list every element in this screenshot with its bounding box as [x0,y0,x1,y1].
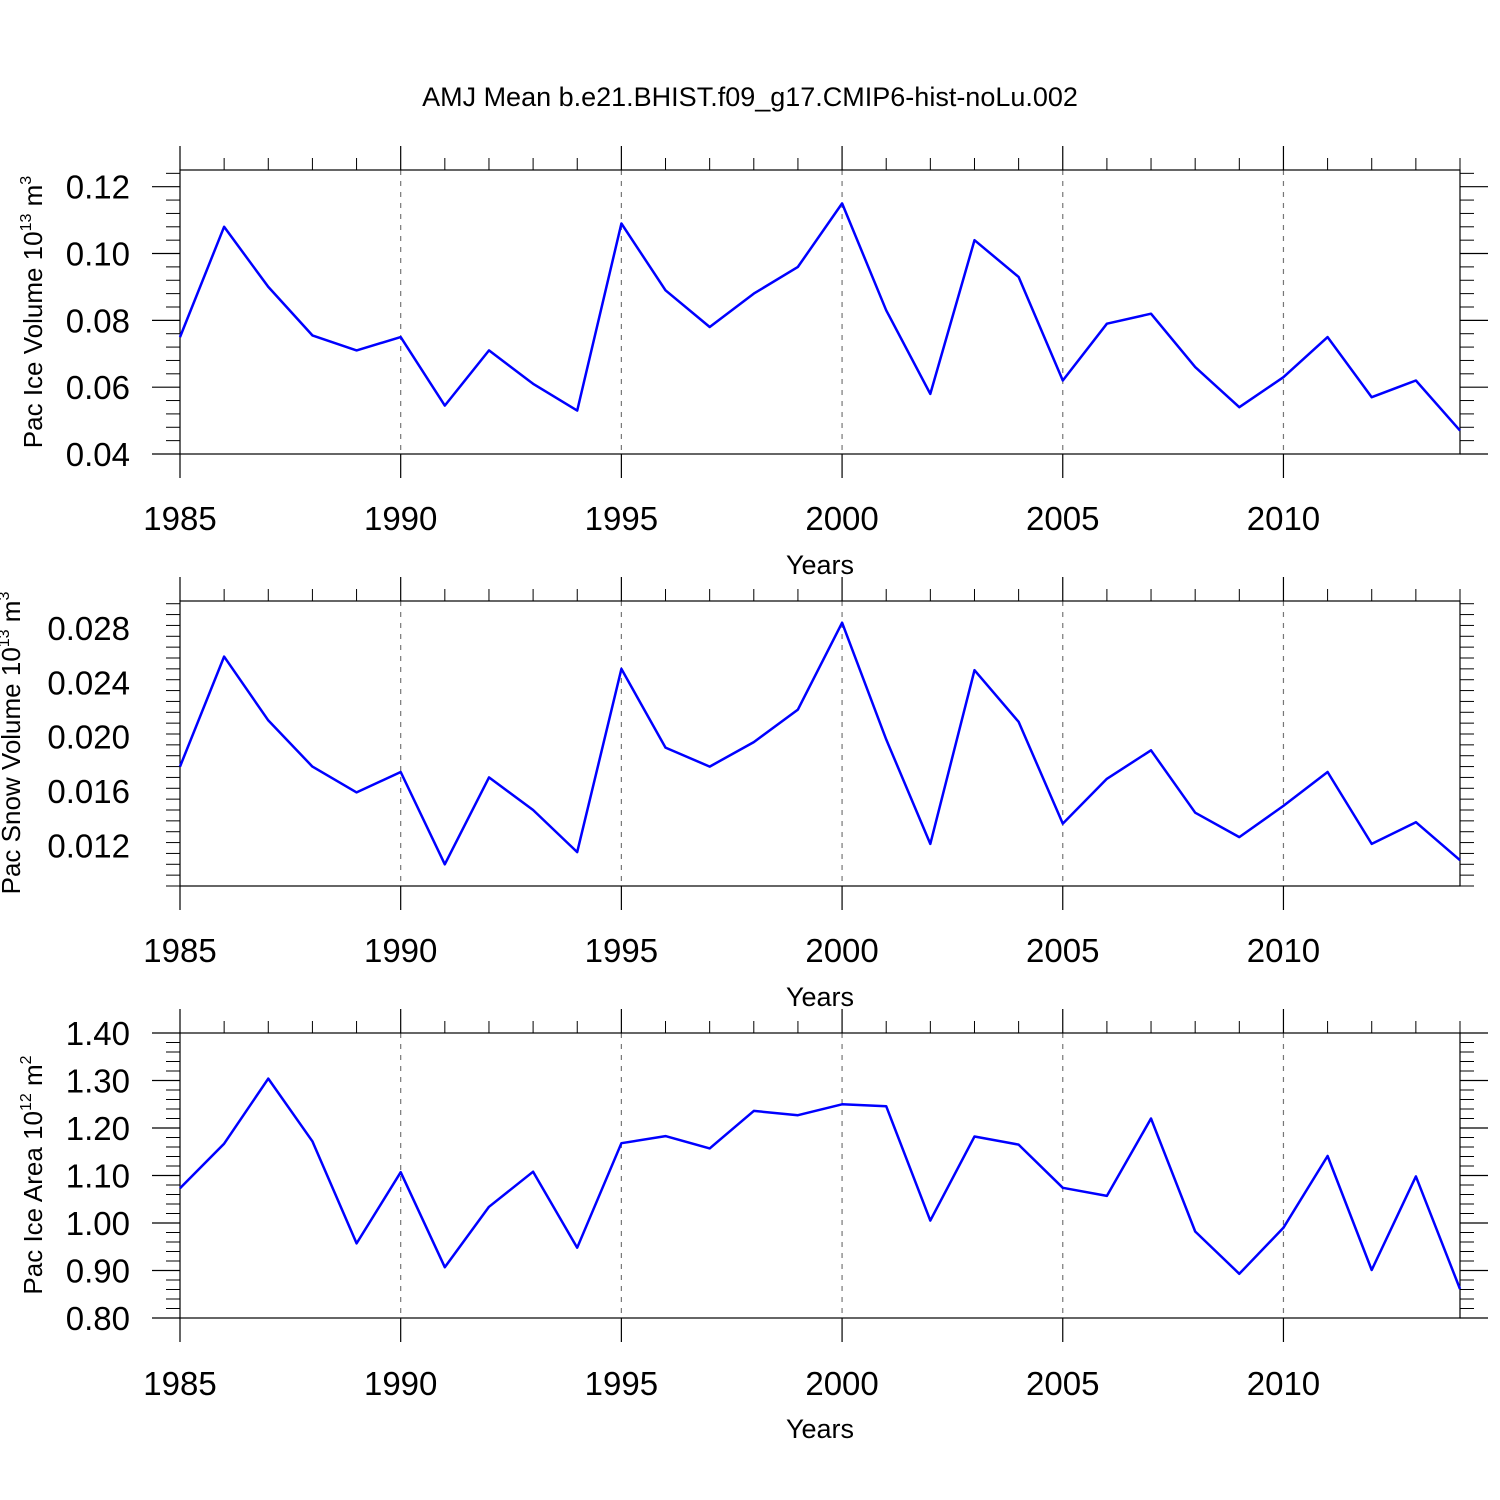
x-axis-title: Years [786,550,854,580]
y-tick-label-0.028: 0.028 [47,610,130,647]
series-line [178,202,1461,432]
y-tick-label-0.06: 0.06 [66,369,130,406]
y-axis-title-text: Pac Ice Volume 10 [18,231,48,448]
y-tick-label-0.90: 0.90 [66,1253,130,1290]
y-axis-title-exponent: 12 [18,1093,35,1111]
y-tick-label-1.20: 1.20 [66,1110,130,1147]
y-tick-label-1.30: 1.30 [66,1063,130,1100]
y-axis-title: Pac Snow Volume 1013 m3 [0,592,26,895]
panel-2: 1985 1990 1995 2000 2005 2010 Years 0.012 0.016 0… [0,577,1474,1012]
panel-3: 1985 1990 1995 2000 2005 2010 Years 0.80 0.90 1.0… [18,1009,1488,1444]
series-line [179,1077,1462,1290]
x-tick-label-1985: 1985 [143,932,216,969]
x-tick-label-2005: 2005 [1026,500,1099,537]
y-axis-title-unit-exponent: 2 [18,1055,35,1064]
x-tick-label-1990: 1990 [364,1365,437,1402]
y-tick-label-0.04: 0.04 [66,436,130,473]
y-tick-label-0.80: 0.80 [66,1300,130,1337]
y-axis-title: Pac Ice Volume 1013 m3 [18,176,48,449]
y-tick-label-0.10: 0.10 [66,236,130,273]
y-tick-label-0.020: 0.020 [47,719,130,756]
x-tick-label-2000: 2000 [805,1365,878,1402]
x-tick-label-2010: 2010 [1247,932,1320,969]
x-tick-label-1985: 1985 [143,500,216,537]
y-axis-title-unit: m [0,601,26,630]
panel-1: 1985 1990 1995 2000 2005 2010 Years 0.04 0.06 0.0… [18,146,1488,580]
plot-frame [179,169,1461,455]
x-tick-label-1985: 1985 [143,1365,216,1402]
series-line [178,621,1461,866]
y-axis-title-exponent: 13 [18,213,35,231]
y-tick-label-0.012: 0.012 [47,827,130,864]
y-axis-title-unit-exponent: 3 [18,176,35,185]
x-tick-label-2010: 2010 [1247,1365,1320,1402]
x-axis-title: Years [786,1414,854,1444]
plot-frame [179,1032,1461,1319]
y-axis-title-unit: m [18,1064,48,1093]
y-tick-label-1.40: 1.40 [66,1015,130,1052]
plot-frame [179,600,1461,887]
x-tick-label-1990: 1990 [364,932,437,969]
y-axis-title-text: Pac Snow Volume 10 [0,647,26,894]
y-axis-title-unit: m [18,185,48,214]
y-tick-label-1.00: 1.00 [66,1205,130,1242]
y-tick-label-0.08: 0.08 [66,302,130,339]
x-tick-label-2005: 2005 [1026,1365,1099,1402]
y-axis-title-exponent: 13 [0,629,13,647]
x-tick-label-1995: 1995 [585,932,658,969]
y-axis-title: Pac Ice Area 1012 m2 [18,1055,48,1294]
x-tick-label-2010: 2010 [1247,500,1320,537]
y-tick-label-1.10: 1.10 [66,1158,130,1195]
x-axis-title: Years [786,982,854,1012]
y-tick-label-0.016: 0.016 [47,773,130,810]
y-axis-title-text: Pac Ice Area 10 [18,1111,48,1295]
x-tick-label-2005: 2005 [1026,932,1099,969]
y-axis-title-unit-exponent: 3 [0,592,13,601]
y-tick-label-0.12: 0.12 [66,169,130,206]
x-tick-label-1990: 1990 [364,500,437,537]
x-tick-label-1995: 1995 [585,1365,658,1402]
x-tick-label-2000: 2000 [805,932,878,969]
x-tick-label-2000: 2000 [805,500,878,537]
chart-title: AMJ Mean b.e21.BHIST.f09_g17.CMIP6-hist-… [422,82,1078,112]
x-tick-label-1995: 1995 [585,500,658,537]
y-tick-label-0.024: 0.024 [47,664,130,701]
